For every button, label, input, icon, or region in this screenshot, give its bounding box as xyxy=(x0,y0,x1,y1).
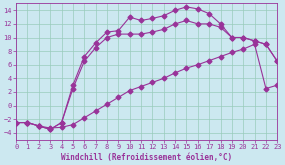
X-axis label: Windchill (Refroidissement éolien,°C): Windchill (Refroidissement éolien,°C) xyxy=(61,152,232,162)
